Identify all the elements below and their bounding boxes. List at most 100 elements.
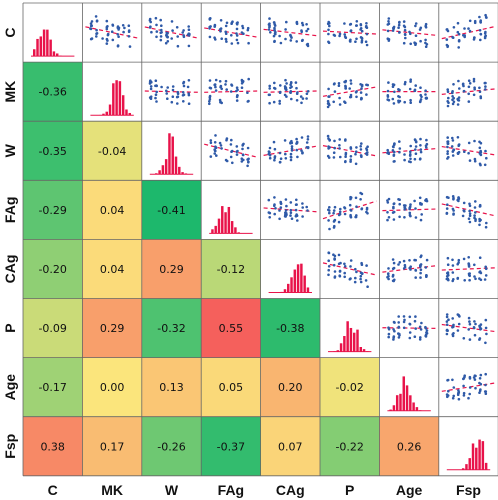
- histogram-bar: [211, 229, 214, 234]
- scatter-point: [414, 24, 417, 28]
- scatter-point: [386, 199, 389, 202]
- fit-line: [322, 86, 377, 97]
- scatter-point: [409, 98, 412, 102]
- histogram-bar: [471, 443, 475, 470]
- scatter-point: [473, 320, 476, 323]
- scatter-point: [473, 36, 476, 39]
- scatter-point: [273, 28, 276, 32]
- scatter-MK-Fsp: [438, 62, 498, 122]
- scatter-point: [451, 102, 455, 106]
- corr-cell-Fsp-CAg: 0.07: [260, 416, 320, 476]
- scatter-point: [284, 152, 287, 156]
- scatter-point: [187, 44, 191, 48]
- scatter-point: [150, 30, 153, 34]
- scatter-point: [484, 392, 488, 396]
- scatter-point: [386, 275, 389, 279]
- scatter-point: [474, 200, 477, 203]
- scatter-point: [359, 191, 362, 195]
- scatter-point: [359, 145, 363, 148]
- scatter-point: [419, 265, 422, 269]
- scatter-point: [452, 332, 455, 335]
- corr-cell-Fsp-W: -0.26: [141, 416, 202, 476]
- scatter-point: [452, 278, 455, 281]
- scatter-point: [278, 151, 282, 155]
- scatter-point: [284, 37, 287, 41]
- corr-cell-W-MK: -0.04: [82, 121, 142, 181]
- scatter-point: [343, 275, 347, 279]
- scatter-point: [403, 28, 407, 32]
- scatter-point: [472, 93, 476, 97]
- scatter-point: [300, 29, 303, 32]
- scatter-point: [349, 259, 353, 262]
- corr-cell-W-C: -0.35: [23, 121, 83, 181]
- x-label-FAg: FAg: [218, 482, 244, 498]
- scatter-point: [240, 82, 244, 85]
- scatter-point: [456, 151, 460, 155]
- scatter-point: [478, 223, 481, 227]
- scatter-point: [424, 45, 428, 48]
- histogram-bar: [234, 227, 237, 234]
- scatter-point: [414, 315, 417, 318]
- scatter-point: [247, 41, 250, 45]
- scatter-point: [419, 86, 422, 89]
- scatter-point: [472, 77, 476, 81]
- scatter-point: [290, 149, 294, 152]
- y-label-FAg: FAg: [2, 197, 18, 223]
- scatter-point: [326, 102, 330, 105]
- histogram-bar: [125, 109, 128, 116]
- scatter-point: [398, 333, 401, 337]
- scatter-point: [393, 90, 396, 94]
- scatter-point: [219, 19, 223, 22]
- scatter-point: [360, 39, 364, 43]
- scatter-point: [268, 93, 272, 97]
- scatter-point: [333, 139, 336, 143]
- scatter-point: [425, 331, 428, 334]
- scatter-point: [344, 79, 348, 83]
- scatter-point: [305, 146, 309, 149]
- histogram-bar: [283, 289, 287, 293]
- scatter-point: [218, 28, 222, 31]
- scatter-point: [479, 38, 482, 42]
- histogram-bar: [415, 407, 419, 411]
- scatter-point: [338, 269, 342, 273]
- scatter-point: [182, 34, 185, 37]
- scatter-point: [235, 32, 238, 35]
- scatter-point: [484, 149, 487, 153]
- scatter-point: [159, 18, 162, 22]
- histogram-bar: [161, 165, 165, 175]
- scatter-point: [445, 315, 449, 319]
- scatter-point: [483, 390, 487, 393]
- scatter-C-CAg: [260, 3, 320, 63]
- scatter-point: [462, 84, 465, 88]
- scatter-point: [338, 96, 341, 100]
- scatter-point: [327, 268, 331, 272]
- scatter-point: [327, 20, 331, 24]
- scatter-point: [355, 90, 358, 93]
- scatter-point: [349, 160, 352, 163]
- scatter-point: [359, 198, 362, 201]
- scatter-point: [273, 81, 276, 85]
- scatter-point: [343, 212, 347, 216]
- scatter-point: [485, 332, 488, 336]
- scatter-point: [447, 389, 450, 393]
- scatter-point: [386, 95, 390, 98]
- scatter-CAg-Fsp: [438, 239, 498, 299]
- corr-value-P-CAg: -0.38: [276, 322, 304, 335]
- scatter-point: [224, 79, 228, 83]
- scatter-point: [408, 266, 412, 270]
- histogram-bar: [409, 395, 412, 411]
- scatter-point: [446, 90, 450, 93]
- scatter-FAg-Age: [379, 180, 439, 240]
- scatter-point: [462, 89, 466, 93]
- scatter-point: [445, 332, 449, 336]
- scatter-point: [354, 196, 358, 200]
- scatter-point: [452, 323, 455, 327]
- scatter-point: [414, 43, 417, 46]
- scatter-point: [420, 321, 423, 325]
- scatter-point: [360, 84, 364, 88]
- scatter-point: [418, 325, 422, 329]
- scatter-point: [446, 100, 450, 103]
- corr-value-P-W: -0.32: [157, 322, 185, 335]
- histogram-bar: [178, 166, 181, 175]
- scatter-point: [219, 144, 223, 147]
